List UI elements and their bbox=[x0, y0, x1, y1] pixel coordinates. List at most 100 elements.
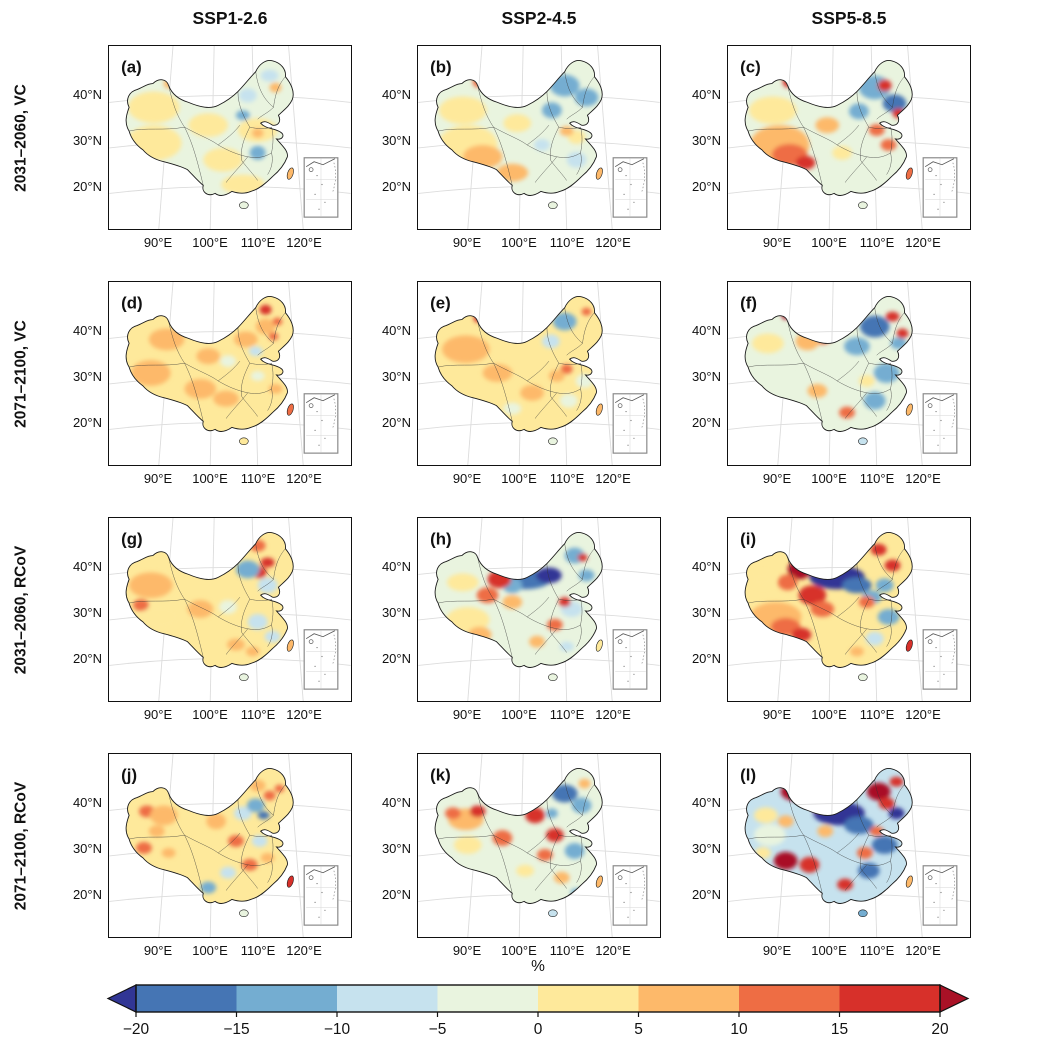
x-axis-tick: 110°E bbox=[549, 471, 585, 486]
colorbar-segment bbox=[638, 985, 740, 1012]
column-title-ssp5-8.5: SSP5-8.5 bbox=[811, 8, 887, 28]
y-axis-tick: 40°N bbox=[72, 559, 102, 574]
hainan-island bbox=[239, 673, 249, 682]
china-map: (b) bbox=[418, 46, 660, 229]
map-panel-k: (k) bbox=[417, 753, 661, 938]
colorbar-segment bbox=[337, 985, 438, 1012]
china-outline bbox=[125, 60, 294, 196]
china-map: (c) bbox=[728, 46, 970, 229]
y-axis-tick: 30°N bbox=[691, 369, 721, 384]
map-panel-j: (j) bbox=[108, 753, 352, 938]
x-axis-tick: 100°E bbox=[192, 943, 228, 958]
y-axis-tick: 40°N bbox=[381, 559, 411, 574]
map-panel-a: (a) bbox=[108, 45, 352, 230]
y-axis-tick: 20°N bbox=[381, 179, 411, 194]
y-axis-tick: 20°N bbox=[72, 887, 102, 902]
y-axis-tick: 20°N bbox=[72, 651, 102, 666]
x-axis-tick: 110°E bbox=[549, 707, 585, 722]
china-outline bbox=[434, 60, 603, 196]
map-panel-b: (b) bbox=[417, 45, 661, 230]
x-axis-tick: 120°E bbox=[286, 707, 322, 722]
y-axis-tick: 20°N bbox=[72, 415, 102, 430]
y-axis-tick: 30°N bbox=[381, 133, 411, 148]
y-axis-tick: 30°N bbox=[381, 605, 411, 620]
province-borders bbox=[129, 307, 286, 422]
hainan-island bbox=[548, 437, 558, 446]
anomaly-field bbox=[745, 296, 913, 432]
province-borders bbox=[748, 543, 905, 658]
china-map: (h) bbox=[418, 518, 660, 701]
y-axis-tick: 20°N bbox=[691, 887, 721, 902]
colorbar-arrow-high bbox=[939, 984, 970, 1013]
province-borders bbox=[438, 307, 595, 422]
x-axis-tick: 100°E bbox=[811, 471, 847, 486]
south-china-sea-inset bbox=[612, 865, 648, 926]
colorbar-segment bbox=[136, 985, 237, 1012]
x-axis-tick: 110°E bbox=[240, 235, 276, 250]
hainan-island bbox=[858, 909, 868, 918]
x-axis-tick: 120°E bbox=[595, 943, 631, 958]
china-map: (f) bbox=[728, 282, 970, 465]
y-axis-tick: 30°N bbox=[691, 841, 721, 856]
y-axis-tick: 20°N bbox=[381, 415, 411, 430]
anomaly-field bbox=[126, 60, 294, 196]
south-china-sea-inset bbox=[922, 629, 958, 690]
map-panel-e: (e) bbox=[417, 281, 661, 466]
province-borders bbox=[129, 71, 286, 186]
china-outline bbox=[125, 532, 294, 668]
row-label: 2071–2100, RCoV bbox=[12, 781, 29, 910]
taiwan-island bbox=[905, 875, 913, 888]
x-axis-tick: 110°E bbox=[549, 943, 585, 958]
y-axis-tick: 40°N bbox=[72, 87, 102, 102]
taiwan-island bbox=[905, 403, 913, 416]
colorbar-tick-label: −10 bbox=[324, 1021, 351, 1038]
panel-letter: (l) bbox=[740, 766, 756, 785]
hainan-island bbox=[858, 673, 868, 682]
x-axis-tick: 120°E bbox=[286, 471, 322, 486]
x-axis-tick: 110°E bbox=[859, 235, 895, 250]
x-axis-tick: 110°E bbox=[859, 707, 895, 722]
anomaly-field bbox=[745, 60, 913, 196]
panel-letter: (e) bbox=[430, 294, 451, 313]
x-axis-tick: 120°E bbox=[286, 235, 322, 250]
y-axis-tick: 40°N bbox=[72, 795, 102, 810]
panel-letter: (i) bbox=[740, 530, 756, 549]
province-borders bbox=[129, 779, 286, 894]
hainan-island bbox=[858, 437, 868, 446]
map-panel-g: (g) bbox=[108, 517, 352, 702]
x-axis-tick: 120°E bbox=[905, 471, 941, 486]
x-axis-tick: 100°E bbox=[501, 235, 537, 250]
china-map: (l) bbox=[728, 754, 970, 937]
colorbar-tick-label: 5 bbox=[634, 1021, 643, 1038]
china-outline bbox=[434, 768, 603, 904]
x-axis-tick: 100°E bbox=[501, 943, 537, 958]
colorbar-segment bbox=[236, 985, 338, 1012]
south-china-sea-inset bbox=[922, 865, 958, 926]
colorbar-unit-label: % bbox=[531, 958, 545, 975]
x-axis-tick: 110°E bbox=[549, 235, 585, 250]
colorbar-tick-label: 15 bbox=[831, 1021, 848, 1038]
colorbar-segment bbox=[538, 985, 639, 1012]
panel-letter: (f) bbox=[740, 294, 757, 313]
panel-letter: (j) bbox=[121, 766, 137, 785]
panel-letter: (d) bbox=[121, 294, 142, 313]
x-axis-tick: 90°E bbox=[452, 707, 482, 722]
taiwan-island bbox=[595, 639, 603, 652]
map-panel-d: (d) bbox=[108, 281, 352, 466]
china-map: (a) bbox=[109, 46, 351, 229]
x-axis-tick: 120°E bbox=[595, 235, 631, 250]
x-axis-tick: 110°E bbox=[240, 707, 276, 722]
china-outline bbox=[744, 768, 913, 904]
y-axis-tick: 30°N bbox=[381, 841, 411, 856]
anomaly-field bbox=[126, 532, 294, 668]
panel-letter: (b) bbox=[430, 58, 451, 77]
row-label: 2071–2100, VC bbox=[12, 319, 29, 428]
south-china-sea-inset bbox=[922, 393, 958, 454]
anomaly-field bbox=[745, 768, 913, 904]
colorbar-arrow-low bbox=[106, 984, 137, 1013]
x-axis-tick: 90°E bbox=[452, 943, 482, 958]
south-china-sea-inset bbox=[612, 157, 648, 218]
taiwan-island bbox=[286, 875, 294, 888]
south-china-sea-inset bbox=[303, 157, 339, 218]
y-axis-tick: 40°N bbox=[691, 559, 721, 574]
